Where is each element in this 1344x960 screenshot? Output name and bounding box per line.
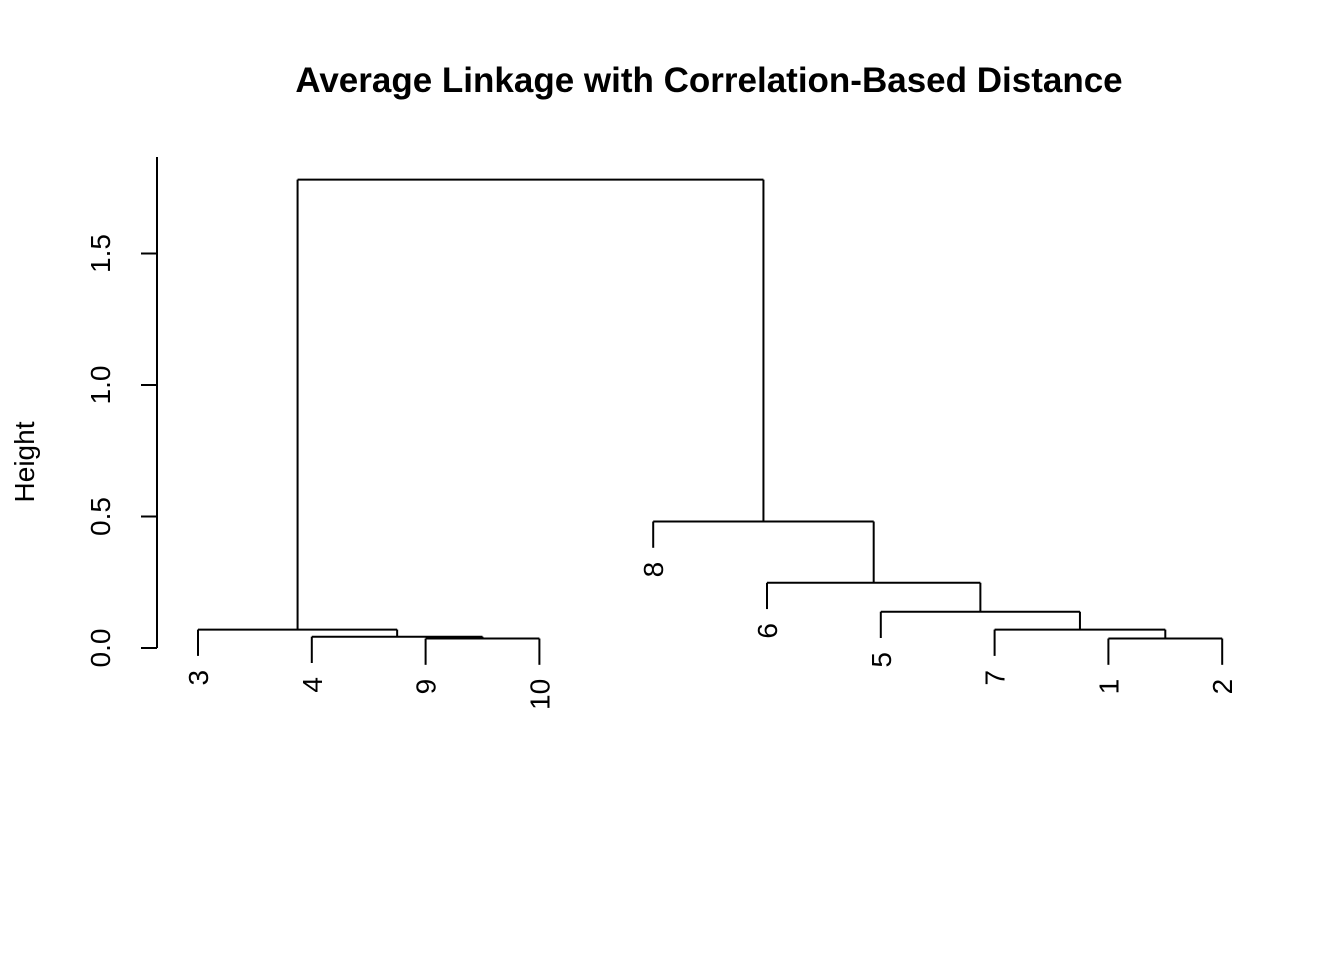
leaf-label: 6 <box>752 623 783 639</box>
leaf-label: 1 <box>1093 679 1124 695</box>
leaf-label: 7 <box>980 670 1011 686</box>
y-axis-label: Height <box>9 421 40 502</box>
leaf-label: 5 <box>866 652 897 668</box>
leaf-label: 4 <box>297 677 328 693</box>
y-tick-label: 0.0 <box>85 629 116 668</box>
dendrogram-tree <box>197 178 1224 665</box>
y-tick-label: 1.5 <box>85 234 116 273</box>
leaf-label: 3 <box>183 670 214 686</box>
chart-title: Average Linkage with Correlation-Based D… <box>295 61 1122 100</box>
y-axis: 0.0 0.5 1.0 1.5 <box>85 157 158 668</box>
leaf-label: 2 <box>1207 679 1238 695</box>
leaf-labels: 3 4 9 10 8 6 5 7 1 2 <box>183 562 1238 710</box>
leaf-label: 8 <box>638 562 669 578</box>
y-tick-label: 1.0 <box>85 366 116 405</box>
leaf-label: 9 <box>411 679 442 695</box>
leaf-label: 10 <box>524 679 555 710</box>
y-tick-label: 0.5 <box>85 497 116 536</box>
